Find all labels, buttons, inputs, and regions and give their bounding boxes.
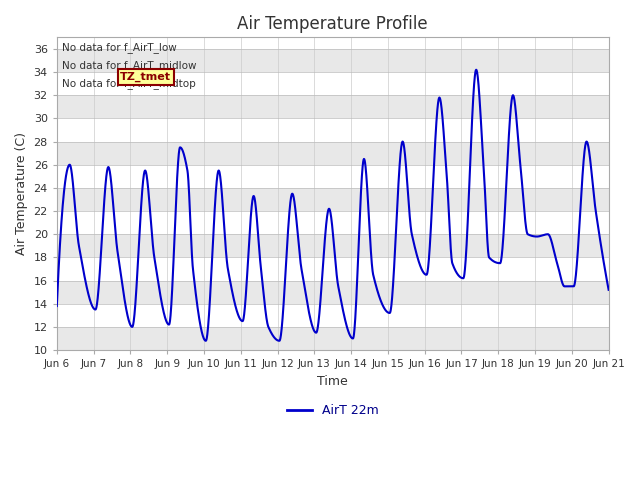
X-axis label: Time: Time [317, 374, 348, 388]
Bar [57, 165, 609, 188]
Bar [57, 188, 609, 211]
Bar [57, 257, 609, 280]
Text: No data for f_AirT_low: No data for f_AirT_low [62, 42, 177, 53]
Bar [57, 327, 609, 350]
Bar [57, 95, 609, 119]
Bar [57, 304, 609, 327]
Bar [57, 72, 609, 95]
Bar [57, 280, 609, 304]
Legend: AirT 22m: AirT 22m [282, 399, 383, 422]
Text: No data for f_AirT_midtop: No data for f_AirT_midtop [62, 78, 196, 89]
Title: Air Temperature Profile: Air Temperature Profile [237, 15, 428, 33]
Bar [57, 211, 609, 234]
Bar [57, 234, 609, 257]
Text: No data for f_AirT_midlow: No data for f_AirT_midlow [62, 60, 197, 71]
Bar [57, 119, 609, 142]
Y-axis label: Air Temperature (C): Air Temperature (C) [15, 132, 28, 255]
Bar [57, 49, 609, 72]
Bar [57, 142, 609, 165]
Text: TZ_tmet: TZ_tmet [120, 72, 172, 82]
